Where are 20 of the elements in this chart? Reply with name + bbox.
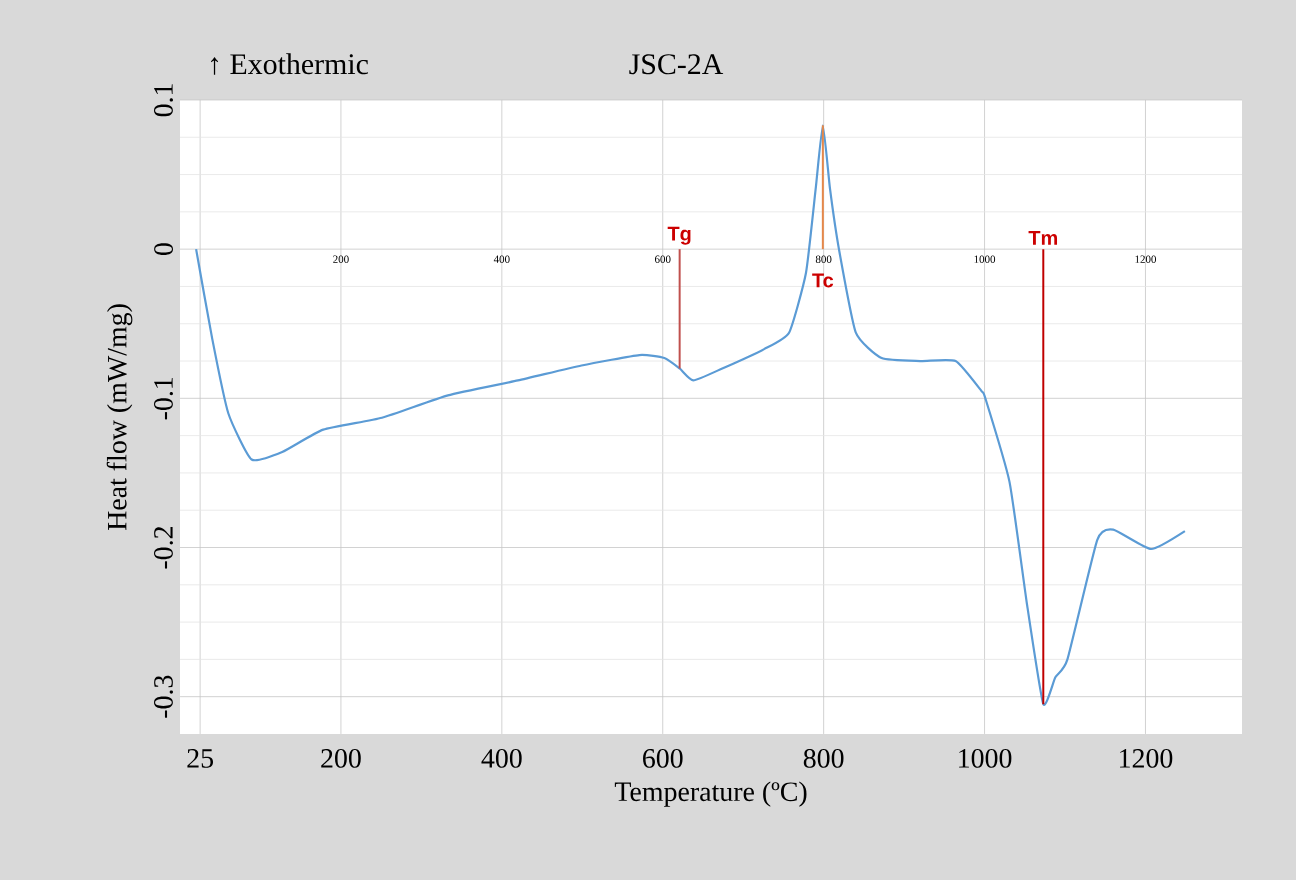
y-tick-label: -0.3	[154, 675, 173, 718]
y-tick-label: -0.2	[154, 526, 173, 569]
x-tick-label: 400	[481, 749, 522, 768]
ref-line-label: Tc	[812, 273, 834, 288]
line-series	[195, 124, 1186, 706]
y-tick-label: 0	[154, 243, 173, 256]
y-tick-label: 0.1	[154, 84, 173, 117]
x-tick-label: 200	[321, 749, 361, 768]
x-tick-label: 1000	[959, 749, 1012, 768]
x-tick-label: 800	[803, 749, 844, 768]
x-tick-label: 25	[187, 749, 214, 768]
x-tick-label: 600	[643, 749, 683, 768]
chart-title: JSC-2A	[629, 54, 724, 75]
ref-line-label: Tm	[1028, 231, 1058, 245]
y-tick-label: -0.1	[154, 377, 173, 420]
x-tick-label: 1200	[1120, 749, 1173, 768]
ref-line-label: Tg	[667, 226, 691, 245]
x-axis-title: Temperature (ºC)	[614, 781, 807, 807]
text: ↑ Exothermic	[211, 53, 368, 75]
y-axis-title: Heat flow (mW/mg)	[106, 304, 133, 531]
